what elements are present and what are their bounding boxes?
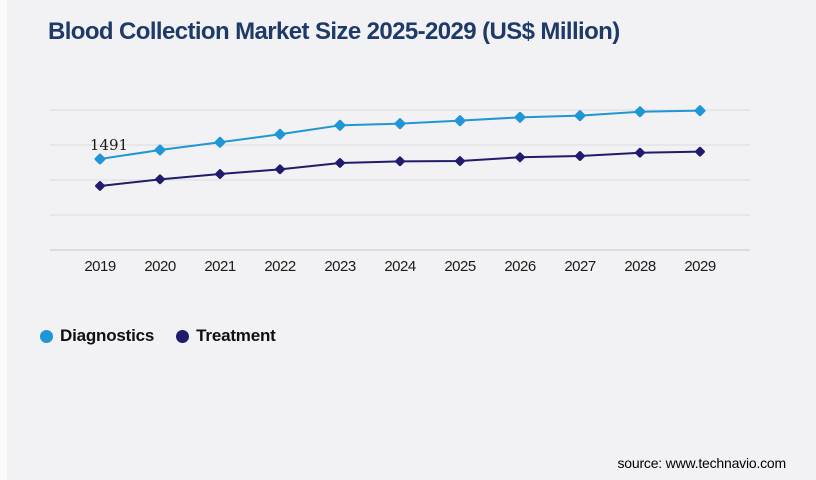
x-axis-label-2026: 2026 bbox=[504, 258, 536, 275]
data-point-treatment-2020[interactable] bbox=[154, 174, 165, 185]
data-point-diagnostics-2028[interactable] bbox=[634, 106, 646, 118]
chart-legend: Diagnostics Treatment bbox=[40, 326, 276, 346]
x-axis-label-2028: 2028 bbox=[624, 258, 656, 275]
data-point-diagnostics-2022[interactable] bbox=[274, 128, 286, 140]
legend-item-treatment[interactable]: Treatment bbox=[176, 326, 276, 346]
x-axis-label-2025: 2025 bbox=[444, 258, 476, 275]
x-axis-label-2029: 2029 bbox=[684, 258, 716, 275]
data-point-diagnostics-2029[interactable] bbox=[694, 105, 706, 117]
data-point-diagnostics-2027[interactable] bbox=[574, 110, 586, 122]
data-point-treatment-2024[interactable] bbox=[394, 156, 405, 167]
data-point-diagnostics-2024[interactable] bbox=[394, 118, 406, 130]
legend-label: Diagnostics bbox=[60, 326, 155, 345]
data-point-treatment-2025[interactable] bbox=[454, 156, 465, 167]
data-point-diagnostics-2026[interactable] bbox=[514, 111, 526, 123]
data-point-treatment-2029[interactable] bbox=[694, 146, 705, 157]
line-chart[interactable]: 2019 2020 2021 2022 2023 2024 2025 2026 2027 2028… bbox=[0, 0, 816, 300]
data-point-treatment-2022[interactable] bbox=[274, 164, 285, 175]
legend-marker-icon bbox=[40, 329, 53, 343]
data-point-treatment-2023[interactable] bbox=[334, 157, 345, 168]
data-point-treatment-2019[interactable] bbox=[94, 180, 105, 191]
data-point-diagnostics-2023[interactable] bbox=[334, 119, 346, 131]
x-axis-label-2020: 2020 bbox=[144, 258, 176, 275]
page-edge bbox=[0, 0, 7, 480]
data-point-treatment-2026[interactable] bbox=[514, 152, 525, 163]
x-axis-label-2022: 2022 bbox=[264, 258, 296, 275]
legend-item-diagnostics[interactable]: Diagnostics bbox=[40, 326, 154, 346]
data-point-treatment-2021[interactable] bbox=[214, 169, 225, 180]
data-point-treatment-2027[interactable] bbox=[574, 151, 585, 162]
legend-marker-icon bbox=[176, 329, 190, 343]
x-axis-label-2021: 2021 bbox=[204, 258, 236, 275]
point-data-label: 1491 bbox=[90, 136, 128, 154]
data-point-diagnostics-2020[interactable] bbox=[154, 144, 166, 156]
data-point-diagnostics-2021[interactable] bbox=[214, 136, 226, 148]
source-attribution: source: www.technavio.com bbox=[617, 455, 786, 471]
x-axis-label-2019: 2019 bbox=[84, 258, 116, 275]
x-axis-label-2024: 2024 bbox=[384, 258, 416, 275]
series-line-diagnostics bbox=[99, 109, 701, 160]
data-point-treatment-2028[interactable] bbox=[634, 147, 645, 158]
x-axis-label-2027: 2027 bbox=[564, 258, 596, 275]
chart-title: Blood Collection Market Size 2025-2029 (… bbox=[48, 18, 620, 45]
x-axis-label-2023: 2023 bbox=[324, 258, 356, 275]
data-point-diagnostics-2019[interactable] bbox=[94, 153, 106, 165]
data-point-diagnostics-2025[interactable] bbox=[454, 115, 466, 127]
legend-label: Treatment bbox=[196, 326, 276, 345]
